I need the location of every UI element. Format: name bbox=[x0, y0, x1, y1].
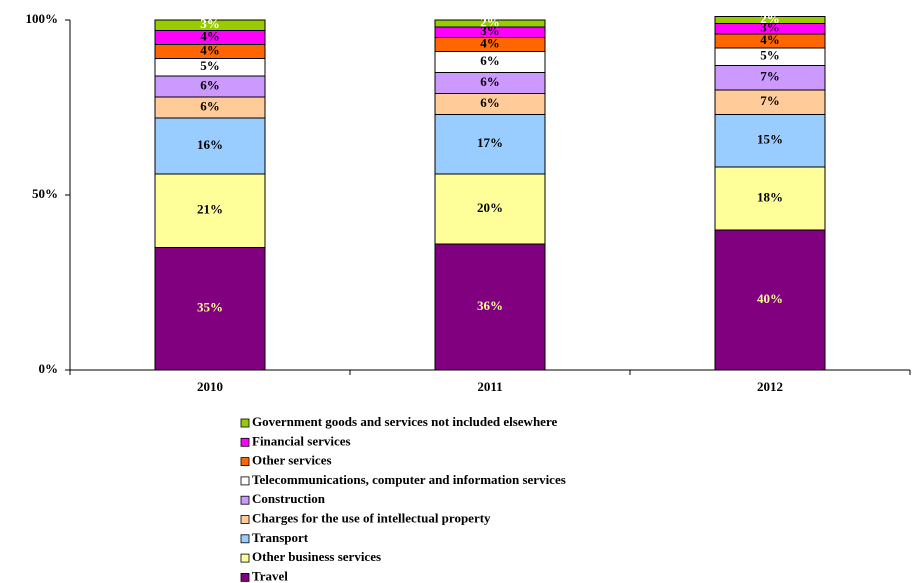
legend-label: Travel bbox=[252, 568, 288, 583]
data-label: 7% bbox=[760, 69, 780, 84]
data-label: 17% bbox=[477, 135, 503, 150]
x-tick-label: 2010 bbox=[197, 379, 223, 394]
bar-segment bbox=[154, 117, 266, 175]
legend-swatch bbox=[240, 553, 250, 563]
bar-segment bbox=[714, 166, 826, 231]
data-label: 6% bbox=[480, 74, 500, 89]
data-label: 15% bbox=[757, 132, 783, 147]
bar-segment bbox=[434, 19, 546, 28]
legend-swatch bbox=[240, 573, 250, 582]
data-label: 6% bbox=[200, 77, 220, 92]
legend-swatch bbox=[240, 418, 250, 428]
legend-label: Government goods and services not includ… bbox=[252, 414, 557, 429]
data-label: 4% bbox=[200, 42, 220, 57]
legend-label: Other services bbox=[252, 453, 332, 468]
data-label: 4% bbox=[480, 35, 500, 50]
data-label: 3% bbox=[200, 16, 220, 31]
legend-label: Charges for the use of intellectual prop… bbox=[252, 510, 491, 525]
y-tick-label: 0% bbox=[39, 361, 59, 376]
bar-segment bbox=[434, 173, 546, 245]
bar-segment bbox=[154, 173, 266, 248]
data-label: 36% bbox=[477, 298, 503, 313]
data-label: 6% bbox=[200, 98, 220, 113]
y-tick-label: 50% bbox=[32, 186, 58, 201]
bar-segment bbox=[714, 114, 826, 168]
bar-segment bbox=[434, 114, 546, 175]
data-label: 21% bbox=[197, 202, 223, 217]
data-label: 5% bbox=[760, 48, 780, 63]
bar-segment bbox=[434, 243, 546, 371]
legend-swatch bbox=[240, 515, 250, 524]
legend-label: Financial services bbox=[252, 433, 351, 448]
bar-segment bbox=[714, 89, 826, 115]
data-label: 20% bbox=[477, 200, 503, 215]
bar-segment bbox=[714, 229, 826, 371]
legend-swatch bbox=[240, 437, 250, 447]
data-label: 4% bbox=[760, 32, 780, 47]
legend-swatch bbox=[240, 476, 250, 486]
data-label: 35% bbox=[197, 300, 223, 315]
data-label: 5% bbox=[200, 58, 220, 73]
data-label: 7% bbox=[760, 93, 780, 108]
data-label: 2% bbox=[760, 11, 780, 26]
bar-segment bbox=[154, 247, 266, 371]
data-label: 2% bbox=[480, 14, 500, 29]
legend-label: Construction bbox=[252, 491, 326, 506]
data-label: 16% bbox=[197, 137, 223, 152]
data-label: 6% bbox=[480, 53, 500, 68]
legend-swatch bbox=[240, 457, 250, 467]
data-label: 6% bbox=[480, 95, 500, 110]
x-tick-label: 2012 bbox=[757, 379, 783, 394]
legend-label: Transport bbox=[252, 530, 309, 545]
bar-segment bbox=[714, 16, 826, 24]
bar-segment bbox=[154, 19, 266, 31]
legend-swatch bbox=[240, 495, 250, 505]
x-tick-label: 2011 bbox=[477, 379, 502, 394]
legend-label: Other business services bbox=[252, 549, 381, 564]
data-label: 18% bbox=[757, 189, 783, 204]
legend-swatch bbox=[240, 534, 250, 544]
y-tick-label: 100% bbox=[26, 11, 59, 26]
data-label: 4% bbox=[200, 28, 220, 43]
legend-label: Telecommunications, computer and informa… bbox=[252, 472, 566, 487]
data-label: 40% bbox=[757, 291, 783, 306]
